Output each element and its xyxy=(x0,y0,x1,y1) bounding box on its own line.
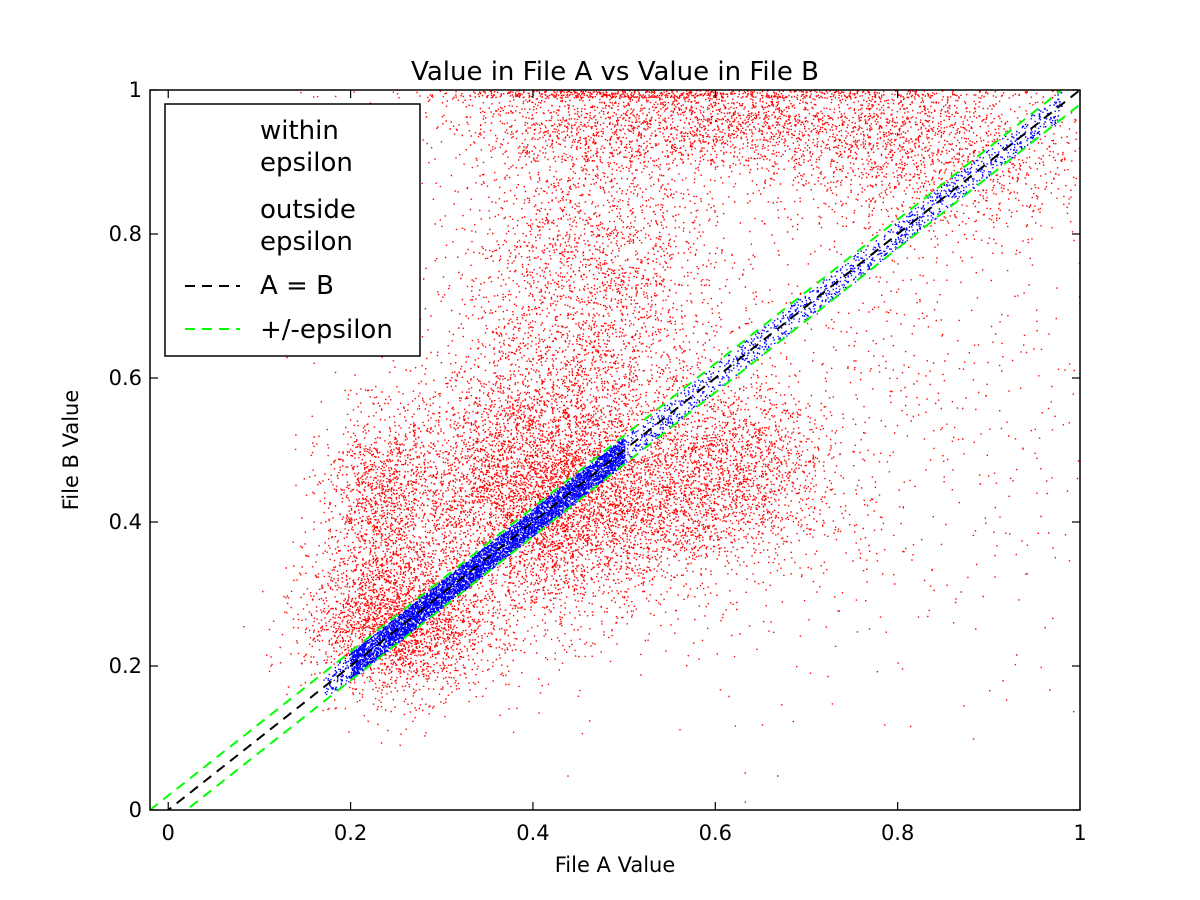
y-axis: 0 0.2 0.4 0.6 0.8 1 xyxy=(109,78,1080,822)
legend-label-a-equals-b: A = B xyxy=(260,271,334,301)
within-epsilon-points xyxy=(323,92,1063,703)
legend-box xyxy=(164,103,421,357)
x-tick-label: 0.8 xyxy=(881,821,914,845)
a-equals-b-line xyxy=(166,90,1080,810)
chart-title: Value in File A vs Value in File B xyxy=(411,57,819,87)
legend-label-outside-1: outside xyxy=(260,195,356,225)
legend-label-outside-2: epsilon xyxy=(260,227,353,257)
x-axis-label: File A Value xyxy=(555,853,676,877)
x-tick-label: 0.6 xyxy=(699,821,732,845)
y-axis-label: File B Value xyxy=(59,390,83,511)
epsilon-lower-line xyxy=(184,103,1080,810)
legend-label-epsilon: +/-epsilon xyxy=(260,315,393,345)
x-tick-label: 1 xyxy=(1073,821,1086,845)
y-tick-label: 1 xyxy=(129,78,142,102)
x-tick-label: 0.2 xyxy=(334,821,367,845)
x-tick-label: 0.4 xyxy=(516,821,549,845)
y-tick-label: 0 xyxy=(129,798,142,822)
legend-label-within-1: within xyxy=(260,116,339,146)
legend: within epsilon outside epsilon A = B +/-… xyxy=(164,103,421,357)
plot-area xyxy=(150,90,1080,810)
epsilon-upper-line xyxy=(150,90,1064,810)
y-tick-label: 0.4 xyxy=(109,510,142,534)
plot-frame xyxy=(149,89,1081,811)
x-axis: 0 0.2 0.4 0.6 0.8 1 xyxy=(162,90,1087,845)
y-tick-label: 0.2 xyxy=(109,654,142,678)
legend-label-within-2: epsilon xyxy=(260,148,353,178)
reference-lines xyxy=(150,90,1080,810)
x-tick-label: 0 xyxy=(162,821,175,845)
y-tick-label: 0.8 xyxy=(109,222,142,246)
within-epsilon-scatter xyxy=(323,92,1063,703)
y-tick-label: 0.6 xyxy=(109,366,142,390)
